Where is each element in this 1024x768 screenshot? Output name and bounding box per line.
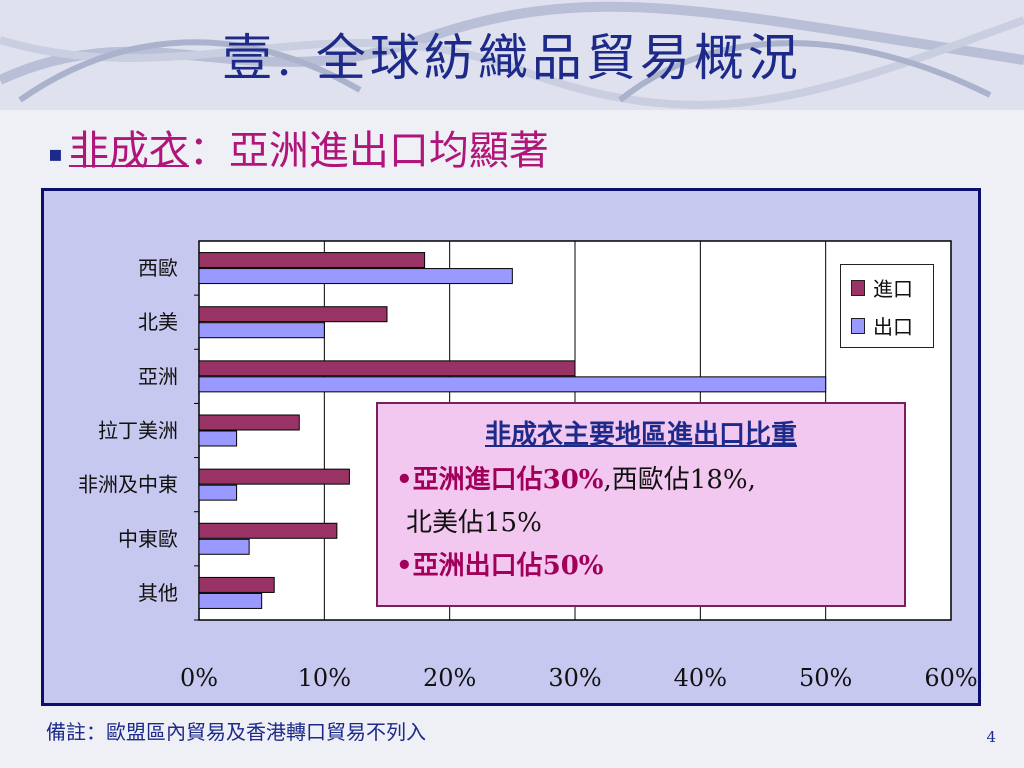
y-category-label: 中東歐 — [118, 527, 178, 551]
bar-import — [198, 522, 338, 539]
bar-import — [198, 414, 300, 431]
y-category-label: 拉丁美洲 — [98, 419, 178, 443]
callout-bullet-1: • — [396, 465, 413, 495]
bar-export — [198, 430, 238, 447]
callout-line-3: •亞洲出口佔50% — [396, 545, 904, 582]
callout-highlight-1: 亞洲進口佔30% — [412, 465, 604, 495]
y-category-label: 其他 — [138, 581, 178, 605]
legend-label-import: 進口 — [873, 277, 913, 301]
callout-rest-1: ,西歐佔18%, — [603, 465, 756, 495]
chart-legend: 進口 出口 — [840, 264, 934, 348]
x-tick-label: 0% — [180, 664, 218, 692]
subtitle-bullet: ▪ — [48, 141, 63, 167]
x-tick-label: 50% — [799, 664, 852, 692]
x-tick-label: 60% — [924, 664, 977, 692]
bar-import — [198, 360, 576, 377]
legend-item-export: 出口 — [851, 311, 913, 340]
legend-swatch-import — [851, 279, 865, 296]
subtitle-text: ：亞洲進出口均顯著 — [188, 128, 549, 174]
bar-import — [198, 252, 426, 269]
legend-item-import: 進口 — [851, 273, 913, 302]
callout-line-1: •亞洲進口佔30%,西歐佔18%, — [396, 459, 904, 496]
summary-callout: 非成衣主要地區進出口比重 •亞洲進口佔30%,西歐佔18%, 北美佔15% •亞… — [376, 402, 906, 607]
slide-title: 壹. 全球紡織品貿易概況 — [222, 29, 802, 87]
y-category-label: 北美 — [138, 310, 178, 334]
bar-import — [198, 468, 350, 485]
legend-label-export: 出口 — [873, 315, 913, 339]
bar-export — [198, 322, 325, 339]
x-tick-label: 30% — [548, 664, 601, 692]
callout-bullet-3: • — [396, 551, 413, 581]
bar-export — [198, 538, 250, 555]
y-category-label: 非洲及中東 — [78, 473, 178, 497]
bar-export — [198, 592, 263, 609]
x-tick-label: 40% — [674, 664, 727, 692]
callout-heading: 非成衣主要地區進出口比重 — [484, 420, 797, 450]
callout-line-2: 北美佔15% — [406, 508, 542, 538]
callout-highlight-3: 亞洲出口佔50% — [412, 551, 604, 581]
bar-import — [198, 576, 275, 593]
bar-import — [198, 306, 388, 323]
y-category-label: 西歐 — [138, 256, 178, 280]
x-tick-label: 20% — [423, 664, 476, 692]
bar-export — [198, 376, 827, 393]
bar-export — [198, 268, 513, 285]
slide-subtitle: ▪ 非成衣：亞洲進出口均顯著 — [48, 118, 549, 176]
page-number: 4 — [986, 728, 996, 746]
legend-swatch-export — [851, 317, 865, 334]
bar-export — [198, 484, 238, 501]
footnote: 備註：歐盟區內貿易及香港轉口貿易不列入 — [46, 720, 426, 744]
x-tick-label: 10% — [298, 664, 351, 692]
y-category-label: 亞洲 — [138, 364, 178, 388]
subtitle-underlined-text: 非成衣 — [68, 128, 189, 174]
background-swirl-decoration — [0, 0, 1024, 110]
